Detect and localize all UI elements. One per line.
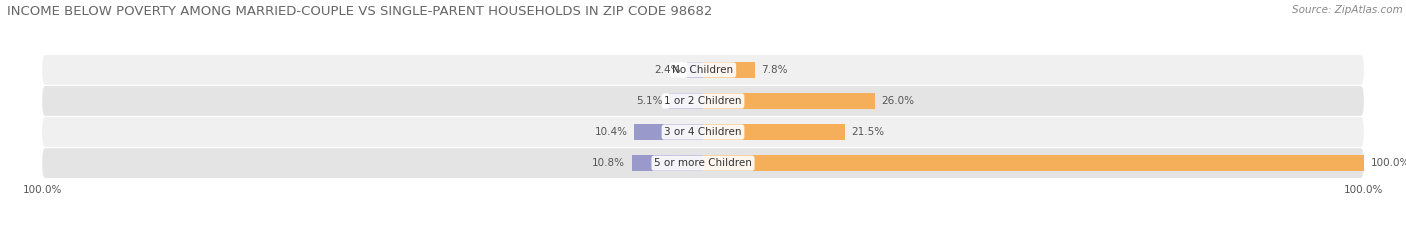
Bar: [688, 62, 703, 78]
Text: 26.0%: 26.0%: [882, 96, 914, 106]
FancyBboxPatch shape: [42, 117, 1364, 147]
Text: 2.4%: 2.4%: [654, 65, 681, 75]
Text: 1 or 2 Children: 1 or 2 Children: [664, 96, 742, 106]
Text: 21.5%: 21.5%: [852, 127, 884, 137]
Bar: [631, 155, 703, 171]
Legend: Married Couples, Single Parents: Married Couples, Single Parents: [599, 230, 807, 233]
Bar: [703, 124, 845, 140]
Bar: [634, 124, 703, 140]
Text: 5 or more Children: 5 or more Children: [654, 158, 752, 168]
Text: 5.1%: 5.1%: [636, 96, 662, 106]
Bar: [669, 93, 703, 109]
Bar: [703, 155, 1364, 171]
FancyBboxPatch shape: [42, 55, 1364, 85]
FancyBboxPatch shape: [42, 148, 1364, 178]
Text: 3 or 4 Children: 3 or 4 Children: [664, 127, 742, 137]
Bar: [703, 93, 875, 109]
Bar: [703, 62, 755, 78]
FancyBboxPatch shape: [42, 86, 1364, 116]
Text: 10.8%: 10.8%: [592, 158, 626, 168]
Text: 100.0%: 100.0%: [1371, 158, 1406, 168]
Text: No Children: No Children: [672, 65, 734, 75]
Text: INCOME BELOW POVERTY AMONG MARRIED-COUPLE VS SINGLE-PARENT HOUSEHOLDS IN ZIP COD: INCOME BELOW POVERTY AMONG MARRIED-COUPL…: [7, 5, 713, 18]
Text: Source: ZipAtlas.com: Source: ZipAtlas.com: [1292, 5, 1403, 15]
Text: 7.8%: 7.8%: [761, 65, 787, 75]
Text: 10.4%: 10.4%: [595, 127, 627, 137]
